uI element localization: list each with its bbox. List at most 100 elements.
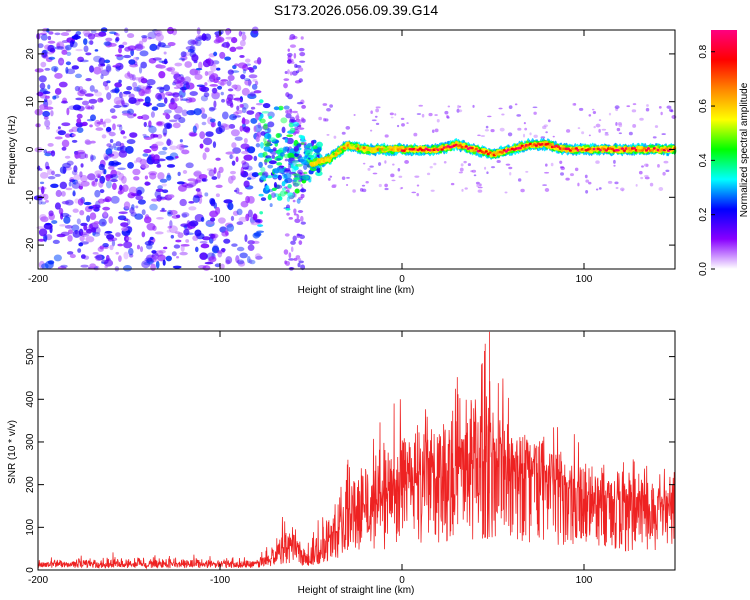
noise-blob xyxy=(180,76,185,83)
noise-blob xyxy=(158,60,165,63)
noise-blob xyxy=(223,238,231,244)
signal-blob xyxy=(276,158,282,161)
noise-blob xyxy=(416,192,420,197)
noise-blob xyxy=(195,188,201,192)
noise-blob xyxy=(73,174,81,181)
noise-blob xyxy=(560,172,565,176)
noise-blob xyxy=(210,233,216,239)
noise-blob xyxy=(517,127,522,131)
noise-blob xyxy=(245,63,251,67)
noise-blob xyxy=(121,102,130,107)
noise-blob xyxy=(127,71,131,77)
noise-blob xyxy=(65,61,72,66)
noise-blob xyxy=(65,66,69,74)
signal-blob xyxy=(285,207,291,211)
noise-blob xyxy=(418,104,423,107)
noise-blob xyxy=(457,104,460,109)
signal-blob xyxy=(279,167,285,175)
noise-blob xyxy=(235,255,240,263)
signal-blob xyxy=(274,193,279,198)
noise-blob xyxy=(126,85,133,91)
noise-blob xyxy=(286,212,290,216)
noise-blob xyxy=(97,198,105,204)
noise-blob xyxy=(119,184,123,191)
signal-blob xyxy=(274,184,283,189)
noise-blob xyxy=(93,89,99,93)
noise-blob xyxy=(243,154,253,161)
noise-blob xyxy=(658,106,662,109)
noise-blob xyxy=(458,171,463,174)
noise-blob xyxy=(217,80,228,86)
noise-blob xyxy=(134,213,144,220)
noise-blob xyxy=(163,246,168,250)
y-tick-label: -10 xyxy=(25,190,36,205)
noise-blob xyxy=(577,127,581,129)
noise-blob xyxy=(199,131,206,139)
noise-blob xyxy=(484,129,489,132)
noise-blob xyxy=(79,89,87,95)
noise-blob xyxy=(230,129,240,137)
noise-blob xyxy=(106,92,112,100)
signal-blob xyxy=(292,179,298,182)
noise-blob xyxy=(47,168,53,175)
signal-blob xyxy=(262,102,271,109)
noise-blob xyxy=(205,131,214,137)
noise-blob xyxy=(123,104,128,108)
noise-blob xyxy=(246,146,256,154)
noise-blob xyxy=(128,93,135,99)
carrier-core xyxy=(342,146,346,150)
noise-blob xyxy=(216,249,225,254)
noise-blob xyxy=(201,121,207,126)
noise-blob xyxy=(83,255,90,260)
noise-blob xyxy=(479,183,482,187)
noise-blob xyxy=(149,43,158,52)
noise-blob xyxy=(46,28,50,33)
signal-blob xyxy=(264,128,271,134)
noise-blob xyxy=(176,181,185,185)
noise-blob xyxy=(217,121,222,127)
noise-blob xyxy=(92,251,99,255)
noise-blob xyxy=(353,114,356,116)
noise-blob xyxy=(181,212,190,218)
carrier-core xyxy=(354,145,358,148)
noise-blob xyxy=(285,260,291,266)
noise-blob xyxy=(614,181,619,185)
noise-blob xyxy=(226,94,234,101)
noise-blob xyxy=(370,110,373,114)
noise-blob xyxy=(621,189,624,192)
noise-blob xyxy=(550,162,554,167)
noise-blob xyxy=(73,165,78,173)
noise-blob xyxy=(37,43,44,49)
noise-blob xyxy=(397,168,401,172)
noise-blob xyxy=(434,114,438,116)
signal-blob xyxy=(300,135,306,140)
noise-blob xyxy=(40,216,49,223)
noise-blob xyxy=(176,256,180,259)
signal-blob xyxy=(301,175,310,180)
noise-blob xyxy=(645,107,650,112)
noise-blob xyxy=(215,157,221,161)
noise-blob xyxy=(293,52,297,59)
noise-blob xyxy=(220,91,224,96)
noise-blob xyxy=(520,188,525,193)
carrier-core xyxy=(566,147,570,151)
noise-blob xyxy=(241,33,247,41)
spectrogram-x-axis-label: Height of straight line (km) xyxy=(298,285,415,296)
noise-blob xyxy=(179,198,187,207)
noise-blob xyxy=(250,221,260,226)
noise-blob xyxy=(509,172,512,176)
noise-blob xyxy=(42,193,49,201)
noise-blob xyxy=(298,78,303,83)
noise-blob xyxy=(237,260,246,267)
noise-blob xyxy=(221,111,229,120)
noise-blob xyxy=(111,182,117,191)
noise-blob xyxy=(74,85,81,92)
noise-blob xyxy=(115,141,122,147)
noise-blob xyxy=(40,186,45,195)
noise-blob xyxy=(251,172,259,178)
noise-blob xyxy=(91,227,97,233)
noise-blob xyxy=(141,231,146,238)
noise-blob xyxy=(144,257,153,262)
snr-x-ticks: -200 -100 0 100 xyxy=(28,331,593,586)
noise-blob xyxy=(284,71,288,74)
